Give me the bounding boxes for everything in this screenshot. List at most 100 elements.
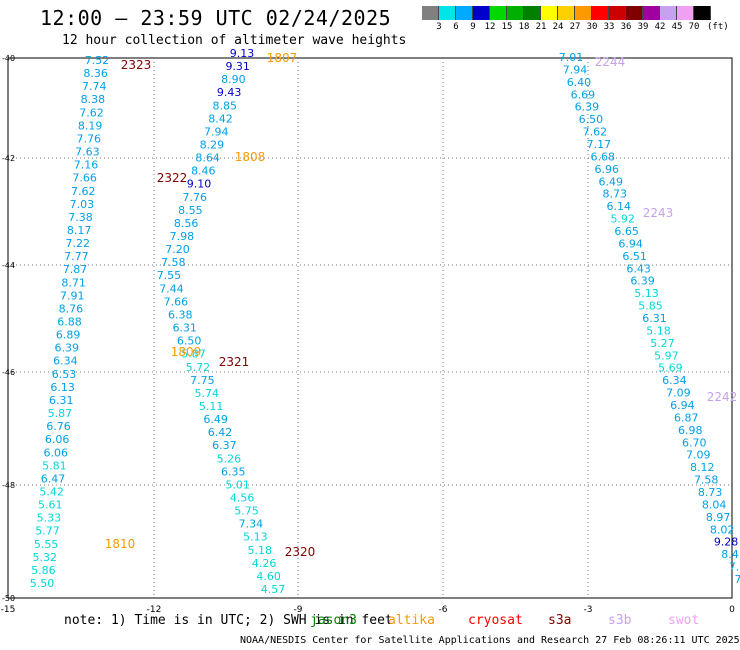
wave-height-value: 8.85 [213, 99, 238, 112]
wave-height-value: 5.87 [181, 348, 206, 361]
wave-height-value: 6.14 [606, 200, 631, 213]
wave-height-value: 6.98 [678, 424, 703, 437]
wave-height-value: 5.77 [35, 525, 60, 538]
wave-height-value: 5.13 [243, 531, 268, 544]
wave-height-value: 5.87 [48, 407, 73, 420]
color-bin-label: 45 [671, 22, 683, 32]
longitude-tick-label: 0 [729, 605, 735, 615]
color-bin-label: 27 [569, 22, 581, 32]
wave-height-value: 6.65 [614, 225, 639, 238]
color-scale-unit: (ft) [707, 22, 729, 32]
wave-height-value: 6.94 [618, 237, 643, 250]
color-bin: 9 [456, 6, 476, 32]
wave-height-value: 7.94 [563, 63, 588, 76]
legend-swot: swot [668, 613, 700, 628]
wave-height-value: 7 [735, 573, 740, 586]
wave-height-value: 8.46 [191, 165, 216, 178]
wave-height-value: 8.02 [710, 523, 735, 536]
legend-cryosat: cryosat [468, 613, 523, 628]
color-bin-label: 15 [501, 22, 513, 32]
wave-height-value: 5.13 [634, 287, 659, 300]
longitude-tick-label: -3 [584, 605, 593, 615]
axis-tick-labels: -15 -12 -9 -6 -3 0 -40 -42 -44 -46 -48 -50 [1, 54, 735, 615]
pass-label: 1809 [171, 345, 202, 359]
legend-altika: altika [388, 613, 435, 628]
wave-height-value: 5.27 [650, 337, 675, 350]
wave-height-value: 5.32 [33, 551, 58, 564]
pass-label: 2320 [285, 545, 316, 559]
longitude-tick-label: -12 [147, 605, 162, 615]
pass-label: 2323 [121, 58, 152, 72]
wave-height-value: 7.66 [164, 295, 189, 308]
color-scale-bar: 3 6 9 12 15 18 21 24 27 30 33 36 39 42 45 70 [422, 6, 711, 32]
wave-height-value: 7.94 [204, 125, 229, 138]
wave-height-value: 5.42 [39, 485, 64, 498]
wave-height-value: 7.87 [63, 263, 88, 276]
wave-height-value: 9.10 [187, 178, 212, 191]
color-bin-label: 33 [603, 22, 615, 32]
wave-height-value: 6.49 [203, 413, 228, 426]
wave-height-value: 5.33 [37, 512, 62, 525]
wave-height-value: 6.50 [579, 113, 604, 126]
wave-height-value: 5.61 [38, 499, 63, 512]
wave-height-value: 6.70 [682, 436, 707, 449]
color-bin: 21 [524, 6, 546, 32]
wave-height-value: 6.87 [674, 411, 699, 424]
wave-height-value: 6.13 [50, 381, 75, 394]
wave-height-value: 5.01 [225, 478, 250, 491]
wave-height-value: 5.74 [195, 387, 220, 400]
color-bin-label: 70 [688, 22, 700, 32]
wave-height-value: 8.73 [602, 188, 627, 201]
wave-height-value: 6.35 [221, 465, 246, 478]
wave-height-value: 8.36 [83, 67, 108, 80]
pass-labels: 2323 1807 1808 2322 1809 2321 1810 2320 2244 2243… [105, 51, 738, 559]
color-bin-label: 24 [552, 22, 564, 32]
color-bin: 15 [490, 6, 512, 32]
wave-height-value: 9.28 [714, 536, 739, 549]
wave-height-value: 6.34 [53, 355, 78, 368]
wave-height-value: 4.26 [252, 557, 277, 570]
pass-label: 1808 [235, 150, 266, 164]
wave-height-value: 6.96 [595, 163, 620, 176]
wave-height-value: 6.43 [626, 262, 651, 275]
wave-height-value: 7.98 [170, 230, 195, 243]
color-bin: 39 [626, 6, 648, 32]
wave-height-value: 6.34 [662, 374, 687, 387]
wave-height-value: 5.18 [646, 324, 671, 337]
wave-height-value: 7.09 [666, 387, 691, 400]
color-bin: 27 [558, 6, 580, 32]
wave-height-value: 6.51 [622, 250, 647, 263]
wave-height-value: 7.62 [71, 185, 96, 198]
color-bin: 12 [473, 6, 495, 32]
wave-height-value: 8.73 [698, 486, 723, 499]
wave-height-value: 7.74 [82, 80, 107, 93]
wave-height-value: 7.44 [159, 282, 184, 295]
longitude-tick-label: -6 [439, 605, 448, 615]
wave-height-value: 7.34 [239, 518, 264, 531]
wave-height-value: 8.4 [721, 548, 739, 561]
color-bin-label: 42 [654, 22, 666, 32]
wave-height-value: 5.86 [31, 564, 56, 577]
wave-height-value: 6.89 [56, 329, 81, 342]
wave-height-value: 9.13 [230, 47, 255, 60]
wave-height-value: 5.85 [638, 300, 663, 313]
wave-height-value: 6.69 [571, 88, 596, 101]
wave-height-value: 6.39 [630, 275, 655, 288]
wave-height-value: 8.04 [702, 498, 727, 511]
color-bin-label: 36 [620, 22, 632, 32]
wave-height-value: 6.53 [52, 368, 77, 381]
pass-label: 2322 [157, 171, 188, 185]
wave-height-value: 5.50 [30, 577, 55, 590]
page-title: 12:00 — 23:59 UTC 02/24/2025 [40, 6, 392, 30]
wave-height-value: 7.75 [190, 374, 215, 387]
pass-label: 2243 [643, 206, 674, 220]
latitude-tick-label: -42 [2, 154, 15, 163]
color-bin [694, 6, 711, 20]
wave-height-value: 5.26 [217, 452, 242, 465]
wave-height-value: 7.58 [161, 256, 186, 269]
graticule [8, 58, 732, 598]
wave-height-value: 9.43 [217, 86, 242, 99]
pass-label: 2244 [595, 55, 626, 69]
color-bin: 30 [575, 6, 597, 32]
